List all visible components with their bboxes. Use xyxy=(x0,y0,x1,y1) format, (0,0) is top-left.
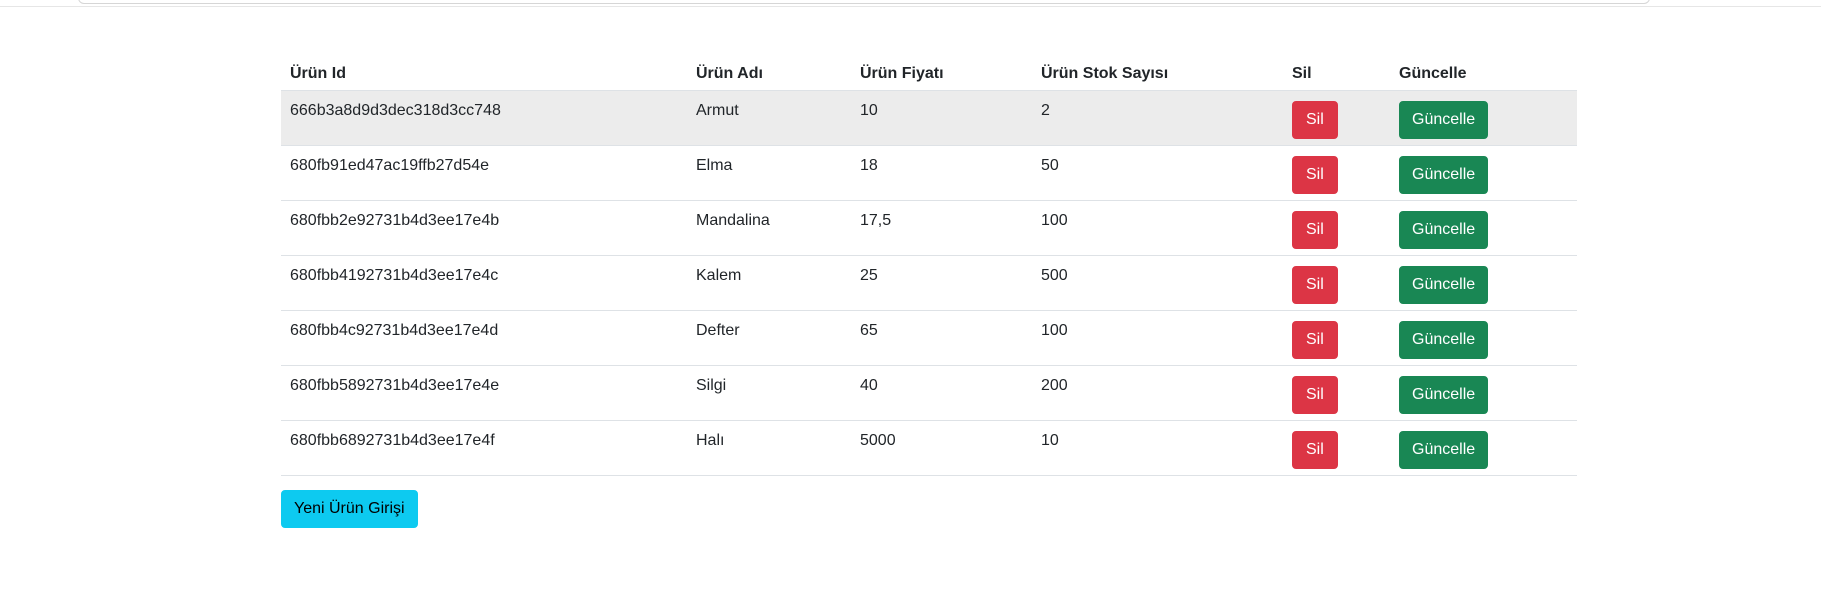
delete-button[interactable]: Sil xyxy=(1292,210,1338,249)
cell-product-price: 40 xyxy=(860,376,878,394)
cell-update: Güncelle xyxy=(1390,365,1577,420)
cell-product-price: 65 xyxy=(860,321,878,339)
cell-delete: Sil xyxy=(1283,200,1390,255)
products-container: Ürün Id Ürün Adı Ürün Fiyatı Ürün Stok S… xyxy=(281,55,1577,528)
cell-update: Güncelle xyxy=(1390,200,1577,255)
table-row: 680fbb4192731b4d3ee17e4c Kalem 25 500 Sil Gün… xyxy=(281,255,1577,310)
new-product-button[interactable]: Yeni Ürün Girişi xyxy=(281,489,418,528)
cell-product-id: 666b3a8d9d3dec318d3cc748 xyxy=(290,101,501,119)
delete-button[interactable]: Sil xyxy=(1292,265,1338,304)
cell-product-price: 25 xyxy=(860,266,878,284)
header-product-id: Ürün Id xyxy=(281,55,687,91)
cell-product-id: 680fbb5892731b4d3ee17e4e xyxy=(290,376,500,394)
cell-product-id: 680fbb6892731b4d3ee17e4f xyxy=(290,431,495,449)
cell-product-id: 680fbb2e92731b4d3ee17e4b xyxy=(290,211,500,229)
delete-button[interactable]: Sil xyxy=(1292,375,1338,414)
new-product-wrap: Yeni Ürün Girişi xyxy=(281,489,1577,528)
cell-product-price: 17,5 xyxy=(860,211,892,229)
cell-product-stock: 2 xyxy=(1041,101,1050,119)
cell-update: Güncelle xyxy=(1390,90,1577,145)
table-row: 680fbb6892731b4d3ee17e4f Halı 5000 10 Sil Gün… xyxy=(281,420,1577,475)
header-product-name: Ürün Adı xyxy=(687,55,851,91)
table-row: 680fbb2e92731b4d3ee17e4b Mandalina 17,5 100… xyxy=(281,200,1577,255)
cell-product-name: Mandalina xyxy=(696,211,770,229)
cell-product-stock: 500 xyxy=(1041,266,1068,284)
header-product-stock: Ürün Stok Sayısı xyxy=(1032,55,1283,91)
cell-product-stock: 200 xyxy=(1041,376,1068,394)
cell-product-stock: 10 xyxy=(1041,431,1059,449)
table-row: 680fb91ed47ac19ffb27d54e Elma 18 50 Sil Günce… xyxy=(281,145,1577,200)
cell-product-id: 680fb91ed47ac19ffb27d54e xyxy=(290,156,490,174)
cell-delete: Sil xyxy=(1283,145,1390,200)
cell-product-name: Elma xyxy=(696,156,733,174)
header-product-price: Ürün Fiyatı xyxy=(851,55,1032,91)
cell-delete: Sil xyxy=(1283,90,1390,145)
table-body: 666b3a8d9d3dec318d3cc748 Armut 10 2 Sil Günce… xyxy=(281,90,1577,475)
address-bar-edge[interactable] xyxy=(78,0,1650,4)
products-table: Ürün Id Ürün Adı Ürün Fiyatı Ürün Stok S… xyxy=(281,55,1577,476)
cell-product-price: 5000 xyxy=(860,431,896,449)
cell-update: Güncelle xyxy=(1390,310,1577,365)
cell-update: Güncelle xyxy=(1390,420,1577,475)
delete-button[interactable]: Sil xyxy=(1292,320,1338,359)
cell-update: Güncelle xyxy=(1390,145,1577,200)
cell-delete: Sil xyxy=(1283,420,1390,475)
cell-product-name: Silgi xyxy=(696,376,727,394)
cell-product-stock: 100 xyxy=(1041,211,1068,229)
update-button[interactable]: Güncelle xyxy=(1399,100,1489,139)
cell-product-name: Defter xyxy=(696,321,740,339)
cell-product-stock: 50 xyxy=(1041,156,1059,174)
cell-product-id: 680fbb4c92731b4d3ee17e4d xyxy=(290,321,499,339)
update-button[interactable]: Güncelle xyxy=(1399,210,1489,249)
cell-update: Güncelle xyxy=(1390,255,1577,310)
table-row: 666b3a8d9d3dec318d3cc748 Armut 10 2 Sil Günce… xyxy=(281,90,1577,145)
table-header-row: Ürün Id Ürün Adı Ürün Fiyatı Ürün Stok S… xyxy=(281,55,1577,91)
table-header: Ürün Id Ürün Adı Ürün Fiyatı Ürün Stok S… xyxy=(281,55,1577,91)
update-button[interactable]: Güncelle xyxy=(1399,320,1489,359)
cell-product-price: 18 xyxy=(860,156,878,174)
cell-product-name: Kalem xyxy=(696,266,742,284)
cell-product-name: Halı xyxy=(696,431,725,449)
table-row: 680fbb4c92731b4d3ee17e4d Defter 65 100 Sil Gü… xyxy=(281,310,1577,365)
cell-product-id: 680fbb4192731b4d3ee17e4c xyxy=(290,266,499,284)
cell-delete: Sil xyxy=(1283,310,1390,365)
cell-product-price: 10 xyxy=(860,101,878,119)
table-row: 680fbb5892731b4d3ee17e4e Silgi 40 200 Sil Gün… xyxy=(281,365,1577,420)
delete-button[interactable]: Sil xyxy=(1292,100,1338,139)
cell-delete: Sil xyxy=(1283,365,1390,420)
delete-button[interactable]: Sil xyxy=(1292,430,1338,469)
header-delete: Sil xyxy=(1283,55,1390,91)
update-button[interactable]: Güncelle xyxy=(1399,265,1489,304)
cell-product-name: Armut xyxy=(696,101,739,119)
cell-delete: Sil xyxy=(1283,255,1390,310)
delete-button[interactable]: Sil xyxy=(1292,155,1338,194)
update-button[interactable]: Güncelle xyxy=(1399,155,1489,194)
cell-product-stock: 100 xyxy=(1041,321,1068,339)
update-button[interactable]: Güncelle xyxy=(1399,375,1489,414)
header-update: Güncelle xyxy=(1390,55,1577,91)
update-button[interactable]: Güncelle xyxy=(1399,430,1489,469)
